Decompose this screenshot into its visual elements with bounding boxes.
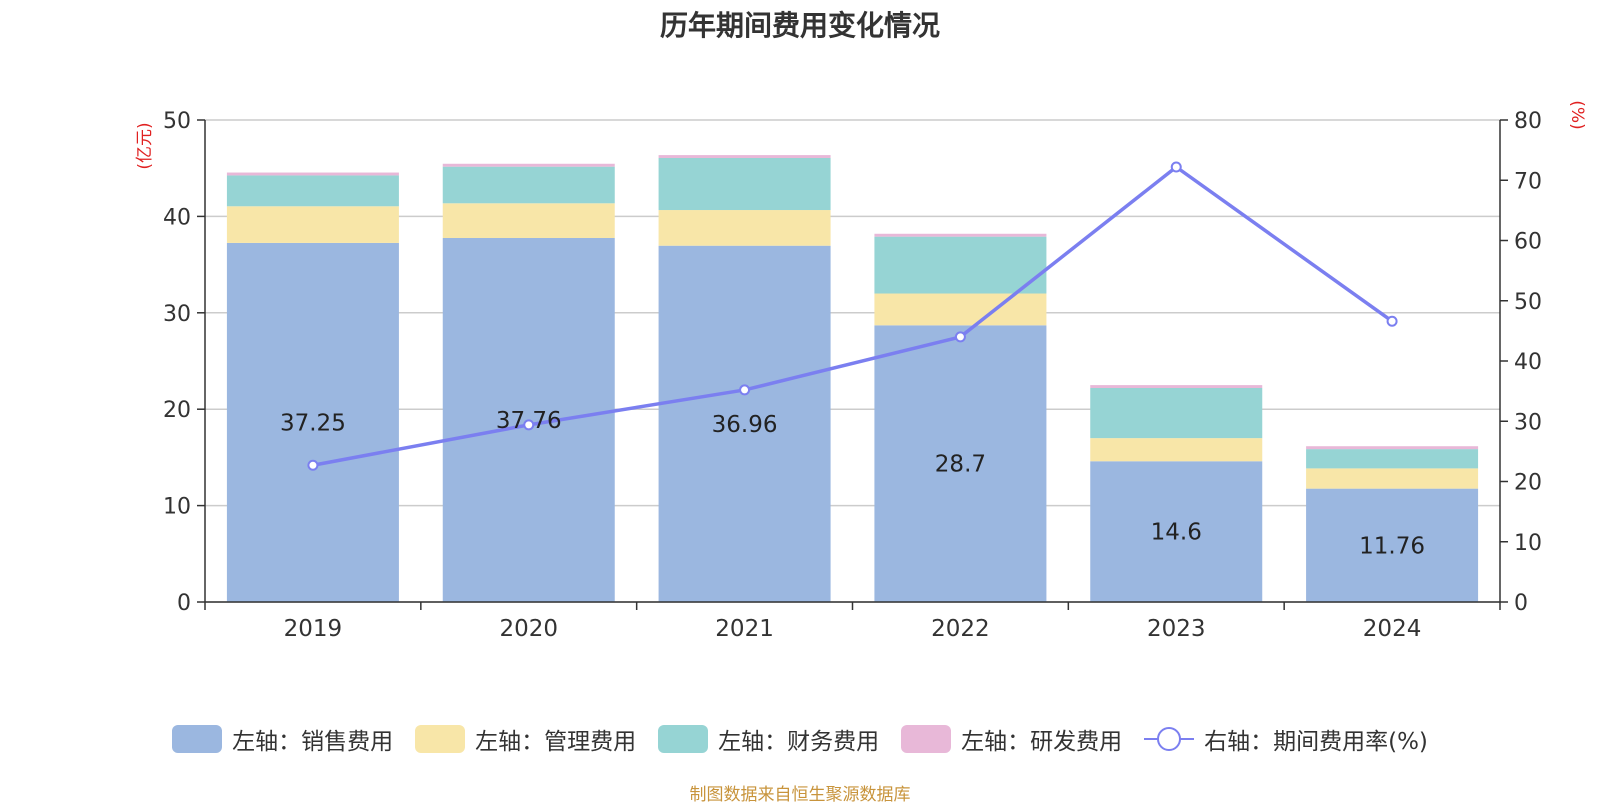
y-right-tick-label: 80 (1514, 109, 1542, 134)
x-tick-label: 2020 (499, 616, 558, 642)
bar-segment-2 (442, 166, 615, 204)
bar-segment-3 (1090, 385, 1263, 388)
y-right-tick-label: 50 (1514, 290, 1542, 315)
legend-item-sales[interactable]: 左轴：销售费用 (172, 722, 393, 756)
bar-segment-1 (1090, 438, 1263, 462)
legend-label-admin: 左轴：管理费用 (475, 729, 637, 755)
bar-segment-0 (1306, 488, 1479, 602)
legend-label-sales: 左轴：销售费用 (232, 729, 394, 755)
bar-segment-0 (874, 325, 1047, 602)
bar-segment-2 (658, 157, 831, 211)
y-left-tick-label: 10 (163, 495, 191, 520)
legend-swatch-rd (901, 725, 952, 753)
bar-segment-0 (226, 242, 399, 602)
bar-segment-2 (226, 175, 399, 207)
bar-segment-2 (1090, 387, 1263, 439)
legend-swatch-sales (172, 725, 223, 753)
y-left-tick-label: 30 (163, 302, 191, 327)
x-tick-label: 2019 (284, 616, 343, 642)
bar-data-label: 37.25 (280, 410, 346, 436)
y-right-axis-label: (%) (1567, 100, 1587, 129)
y-right-tick-label: 60 (1514, 230, 1542, 255)
bar-segment-3 (1306, 446, 1479, 450)
y-left-tick-label: 20 (163, 398, 191, 423)
legend-line-marker-icon (1144, 725, 1195, 753)
bar-segment-3 (658, 155, 831, 158)
chart-title: 历年期间费用变化情况 (659, 9, 940, 42)
y-right-tick-label: 40 (1514, 350, 1542, 375)
bar-segment-1 (442, 203, 615, 238)
x-tick-label: 2023 (1147, 616, 1206, 642)
y-left-tick-label: 50 (163, 109, 191, 134)
rate-line (312, 165, 1394, 467)
rate-point (1386, 315, 1398, 327)
legend-item-admin[interactable]: 左轴：管理费用 (415, 722, 636, 756)
x-tick-label: 2021 (715, 616, 774, 642)
y-right-tick-label: 0 (1514, 591, 1528, 616)
bar-data-label: 36.96 (712, 412, 778, 438)
y-right-tick-label: 10 (1514, 531, 1542, 556)
bar-segment-2 (1306, 449, 1479, 469)
bar-segment-2 (874, 236, 1047, 294)
legend-label-rate: 右轴：期间费用率(%) (1204, 729, 1428, 755)
legend-label-rd: 左轴：研发费用 (961, 729, 1123, 755)
bar-segment-3 (442, 163, 615, 167)
bar-segment-0 (658, 245, 831, 602)
y-right-tick-label: 70 (1514, 169, 1542, 194)
bar-segment-1 (658, 210, 831, 246)
bar-segment-3 (874, 233, 1047, 237)
bar-segment-1 (874, 293, 1047, 326)
legend-swatch-finance (658, 725, 709, 753)
rate-point (1170, 161, 1182, 173)
rate-point (523, 419, 535, 431)
legend-label-finance: 左轴：财务费用 (718, 729, 880, 755)
y-left-tick-label: 40 (163, 205, 191, 230)
x-tick-label: 2022 (931, 616, 990, 642)
bar-segment-3 (226, 172, 399, 176)
y-right-tick-label: 30 (1514, 410, 1542, 435)
legend-item-rate[interactable]: 右轴：期间费用率(%) (1144, 722, 1428, 756)
rate-point (739, 384, 751, 396)
legend-item-finance[interactable]: 左轴：财务费用 (658, 722, 879, 756)
data-source-note: 制图数据来自恒生聚源数据库 (689, 785, 911, 805)
bar-data-label: 11.76 (1359, 533, 1425, 559)
bar-segment-1 (226, 206, 399, 243)
y-left-axis-label: (亿元) (135, 122, 155, 169)
y-left-tick-label: 0 (177, 591, 191, 616)
legend-item-rd[interactable]: 左轴：研发费用 (901, 722, 1122, 756)
bar-data-label: 14.6 (1151, 520, 1202, 546)
bar-data-label: 28.7 (935, 452, 986, 478)
rate-point (307, 459, 319, 471)
legend-swatch-admin (415, 725, 466, 753)
y-right-tick-label: 20 (1514, 471, 1542, 496)
chart-legend: 左轴：销售费用 左轴：管理费用 左轴：财务费用 左轴：研发费用 右轴：期间费用率… (0, 722, 1600, 756)
rate-point (954, 331, 966, 343)
bar-segment-0 (1090, 461, 1263, 602)
bar-segment-1 (1306, 468, 1479, 489)
x-tick-label: 2024 (1363, 616, 1422, 642)
